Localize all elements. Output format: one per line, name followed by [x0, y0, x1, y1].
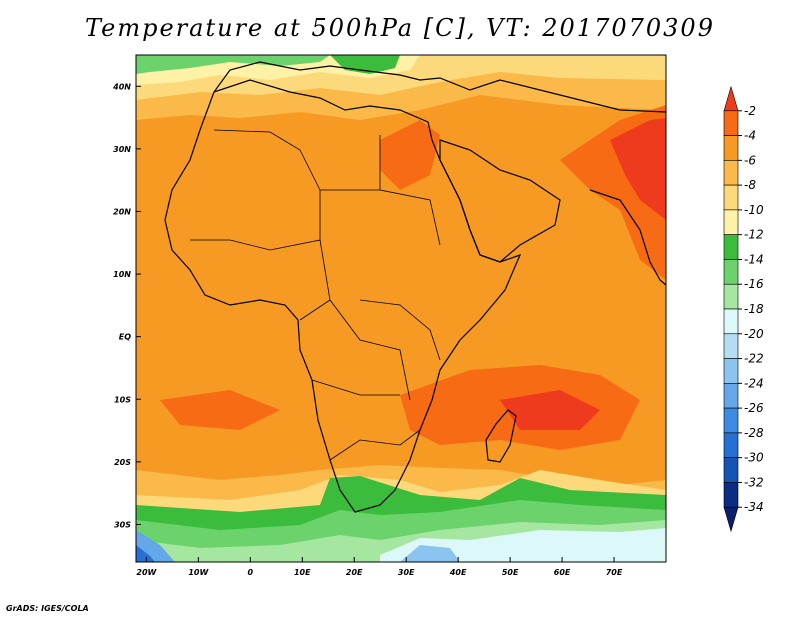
colorbar-swatch — [723, 457, 739, 483]
footer-credit: GrADS: IGES/COLA — [6, 604, 89, 613]
y-axis: 40N 30N 20N 10N EQ 10S 20S 30S — [112, 82, 141, 529]
x-tick-label: 30E — [398, 568, 415, 577]
colorbar-swatch — [723, 333, 739, 359]
colorbar-swatch — [723, 209, 739, 235]
colorbar-label: -20 — [744, 327, 764, 341]
colorbar-label: -32 — [744, 475, 764, 489]
coastlines — [164, 61, 666, 513]
field-band-s7 — [400, 545, 460, 562]
temperature-field — [136, 55, 666, 562]
colorbar-swatch — [723, 259, 739, 285]
colorbar-swatch — [723, 432, 739, 458]
colorbar-label: -30 — [744, 451, 764, 465]
colorbar-swatch — [723, 160, 739, 186]
colorbar-label: -14 — [744, 252, 764, 266]
field-band-sw2 — [136, 545, 155, 562]
colorbar-label: -10 — [744, 203, 764, 217]
colorbar-swatch — [723, 358, 739, 384]
field-band-n4 — [136, 55, 330, 74]
colorbar-swatch — [723, 482, 739, 508]
x-tick-label: 40E — [449, 568, 467, 577]
colorbar-label: -8 — [744, 178, 756, 192]
colorbar-label: -4 — [744, 129, 756, 143]
colorbar-label: -2 — [744, 104, 756, 118]
field-warm-atlantic — [160, 390, 280, 430]
y-tick-label: EQ — [119, 333, 131, 342]
y-tick-label: 20S — [114, 458, 131, 467]
colorbar-label: -18 — [744, 302, 764, 316]
north-coastline — [213, 61, 666, 113]
colorbar-swatch — [723, 184, 739, 211]
india-coastline — [589, 189, 666, 286]
x-tick-label: 60E — [554, 568, 571, 577]
country-borders — [190, 129, 441, 461]
map-title: Temperature at 500hPa [C], VT: 201707030… — [85, 14, 715, 42]
plot-frame — [135, 54, 667, 563]
y-tick-label: 30S — [114, 520, 131, 529]
colorbar-label: -34 — [744, 500, 764, 514]
x-tick-label: 50E — [502, 568, 519, 577]
field-warm-egypt — [380, 120, 440, 190]
x-tick-label: 70E — [606, 568, 623, 577]
x-tick-label: 20W — [136, 568, 157, 577]
colorbar-swatch — [723, 383, 739, 409]
field-hot-madagascar — [500, 390, 600, 430]
colorbar-swatch — [723, 135, 739, 161]
y-tick-label: 30N — [113, 145, 131, 154]
colorbar-label: -22 — [744, 352, 764, 366]
colorbar-swatch — [723, 283, 739, 310]
y-tick-label: 10N — [113, 270, 131, 279]
colorbar-label: -28 — [744, 426, 764, 440]
x-axis: 20W 10W 0 10E 20E 30E 40E 50E 60E 70E — [136, 557, 623, 577]
field-band-n5 — [330, 55, 400, 74]
colorbar-swatch — [723, 110, 739, 136]
colorbar-swatch — [723, 234, 739, 260]
colorbar-swatch — [723, 407, 739, 434]
field-hot-india — [610, 118, 666, 220]
arabia-coastline — [439, 139, 561, 263]
colorbar-label: -6 — [744, 153, 756, 167]
colorbar: -2 -4 -6 -8 -10 -12 -14 -16 -18 -20 -22 -24 -26 -28 -3… — [723, 85, 764, 533]
x-tick-label: 10W — [188, 568, 209, 577]
y-tick-label: 40N — [112, 82, 131, 91]
colorbar-label: -12 — [744, 228, 764, 242]
x-tick-label: 0 — [248, 568, 254, 577]
colorbar-label: -24 — [744, 376, 764, 390]
x-tick-label: 10E — [294, 568, 311, 577]
madagascar-coastline — [485, 409, 517, 463]
colorbar-label: -26 — [744, 401, 764, 415]
x-tick-label: 20E — [346, 568, 363, 577]
y-tick-label: 20N — [113, 207, 131, 216]
africa-coastline — [164, 79, 522, 513]
colorbar-swatch — [723, 506, 739, 533]
colorbar-swatch — [723, 85, 739, 112]
colorbar-swatch — [723, 308, 739, 335]
colorbar-label: -16 — [744, 277, 764, 291]
y-tick-label: 10S — [114, 395, 131, 404]
